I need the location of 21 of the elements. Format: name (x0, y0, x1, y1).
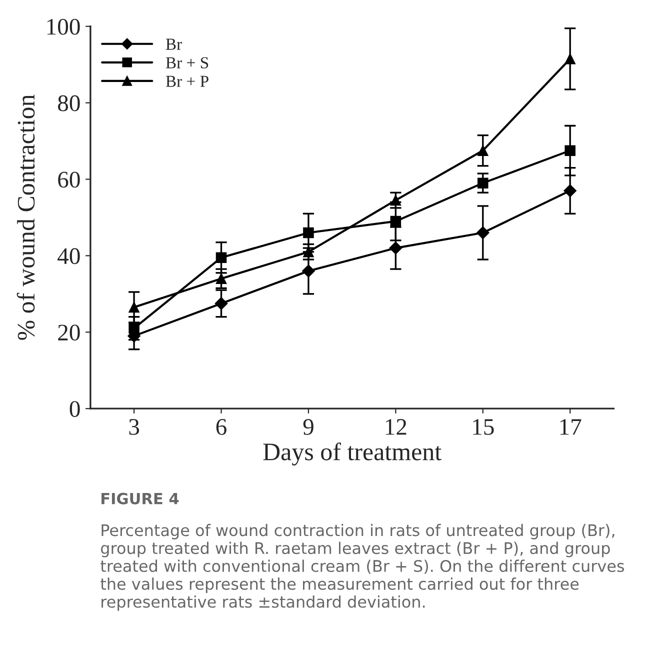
y-tick-label: 80 (58, 95, 80, 112)
point (564, 145, 576, 156)
caption: FIGURE 4 (102, 492, 179, 504)
point (478, 178, 488, 188)
x-tick-label: 9 (303, 419, 314, 435)
x-tick-label: 12 (386, 419, 406, 435)
legend-label: Br + S (166, 57, 208, 68)
legend-label: Br (166, 38, 182, 50)
y-tick-label: 20 (58, 324, 80, 341)
x-axis-title: Days of treatment (263, 442, 442, 466)
x-tick-label: 15 (473, 419, 494, 435)
y-tick-label: 100 (47, 18, 80, 35)
x-tick-label: 6 (216, 419, 226, 435)
x-tick-label: 17 (560, 419, 582, 435)
legend-label: Br + P (166, 76, 208, 87)
y-tick-label: 60 (58, 172, 80, 188)
y-tick-label: 0 (70, 401, 80, 418)
y-axis-title: % of wound Contraction (16, 94, 35, 340)
y-tick-label: 40 (58, 248, 80, 264)
x-tick-label: 3 (129, 419, 140, 435)
text: Percentage of wound contraction in rats of untreated group (Br), group treated with R. raetam leaves extract (Br + P), and group treated with conventional cream (Br + S). On the different curves the values represent the measurement carried out for three representative rats ±standard deviation. (100, 524, 624, 611)
